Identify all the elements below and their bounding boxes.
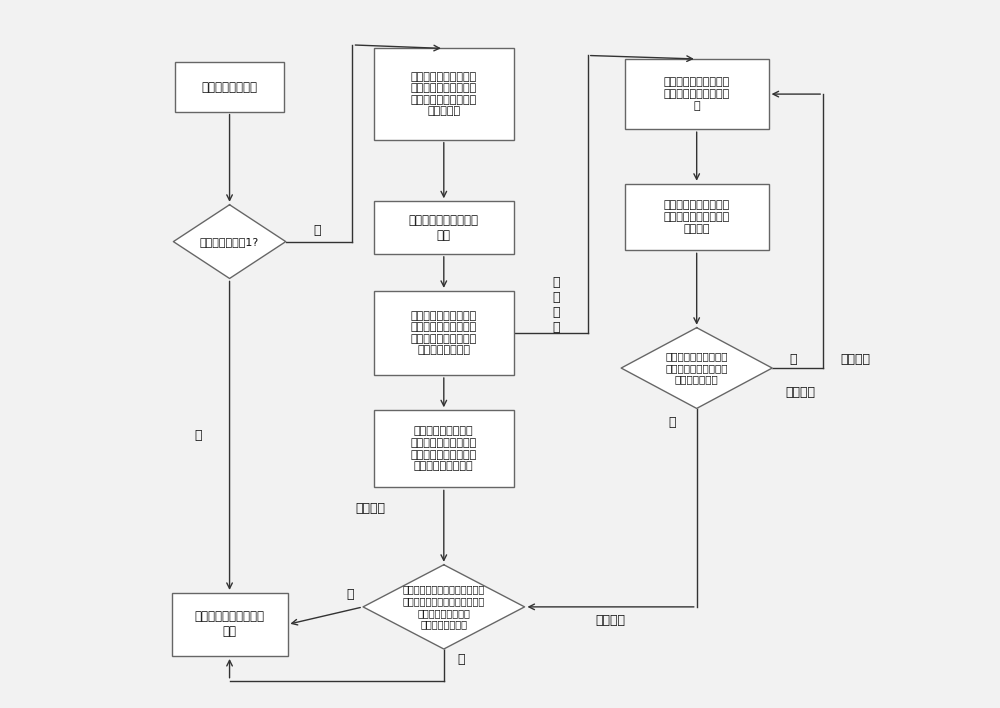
Bar — [374, 201, 514, 254]
Text: 是: 是 — [668, 416, 676, 429]
Text: 侧向车队: 侧向车队 — [785, 386, 815, 399]
Bar — [175, 62, 284, 112]
Text: 其
他
车
队: 其 他 车 队 — [552, 276, 560, 334]
Bar — [374, 291, 514, 375]
Text: 优先车队: 优先车队 — [355, 502, 385, 515]
Text: 交叉口以较舒适减速度
给出达到交叉口时间区
间，到达交叉口时应在
路口处停车: 交叉口以较舒适减速度 给出达到交叉口时间区 间，到达交叉口时应在 路口处停车 — [411, 72, 477, 117]
Bar — [625, 59, 769, 130]
Text: 是: 是 — [194, 429, 202, 442]
Bar — [374, 48, 514, 139]
Text: 选择各进口道最靠前的
车队，各冲突点判断若
放行所有车队哪个车队
可更快通过交叉口: 选择各进口道最靠前的 车队，各冲突点判断若 放行所有车队哪个车队 可更快通过交叉… — [411, 311, 477, 355]
Text: 否: 否 — [314, 224, 321, 237]
Bar — [172, 593, 288, 656]
Text: 否: 否 — [347, 588, 354, 600]
Text: 计算各侧向车队在优先
车队通过后通过所需时
间: 计算各侧向车队在优先 车队通过后通过所需时 间 — [664, 77, 730, 110]
Text: 是: 是 — [458, 653, 465, 666]
Polygon shape — [173, 205, 286, 278]
Text: 若前方有车，在前车后
停下: 若前方有车，在前车后 停下 — [409, 214, 479, 241]
Text: 以较舒适加速度计算出一个到达
交叉口的时间，检查是否有事先
得到许可可且尚未完
全通过交叉口个体: 以较舒适加速度计算出一个到达 交叉口的时间，检查是否有事先 得到许可可且尚未完 … — [403, 585, 485, 629]
Text: 其他车队: 其他车队 — [841, 353, 871, 366]
Text: 车队进入探测范围: 车队进入探测范围 — [202, 81, 258, 93]
Text: 对向车队带来的总体延
误是否小于侧向车队带
来的总体延误？: 对向车队带来的总体延 误是否小于侧向车队带 来的总体延误？ — [665, 351, 728, 384]
Text: 放行参数是否为1?: 放行参数是否为1? — [200, 236, 259, 246]
Polygon shape — [621, 328, 772, 409]
Text: 对向车队: 对向车队 — [596, 615, 626, 627]
Text: 综合四个冲突点的情
况，有且仅有一个车队
在其路径上各冲突点均
优先，定为优先车队: 综合四个冲突点的情 况，有且仅有一个车队 在其路径上各冲突点均 优先，定为优先车… — [411, 426, 477, 472]
Bar — [374, 410, 514, 488]
Text: 以给定的时间点通过交
又口: 以给定的时间点通过交 又口 — [195, 610, 265, 639]
Text: 计算对向车队在优先车
队放行后同时放行通过
所需时间: 计算对向车队在优先车 队放行后同时放行通过 所需时间 — [664, 200, 730, 234]
Polygon shape — [363, 565, 525, 649]
Bar — [625, 183, 769, 251]
Text: 否: 否 — [790, 353, 797, 366]
